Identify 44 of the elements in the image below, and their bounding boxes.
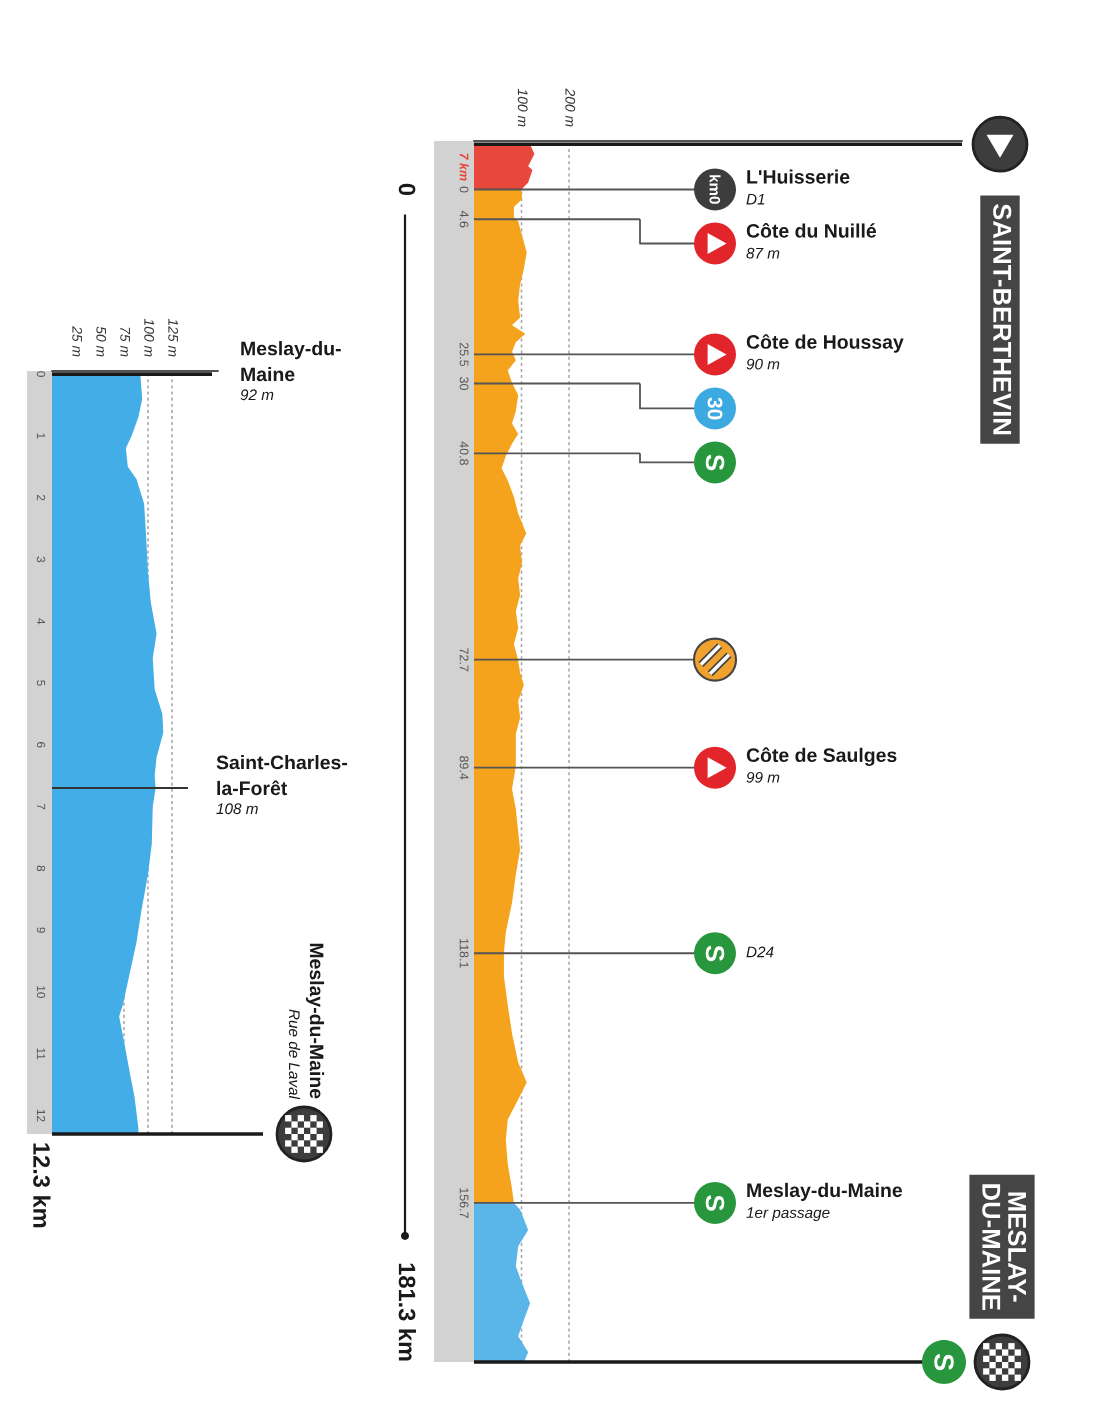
ref-line-label: Meslay-du-Maine 1er passage bbox=[746, 1182, 902, 1222]
ref-line-label: SAINT-BERTHEVIN bbox=[993, 203, 1012, 435]
x-tick-label: 75 m bbox=[120, 327, 130, 357]
y-tick-label: 25.5 bbox=[459, 342, 469, 367]
x-tick-label: 100 m bbox=[144, 318, 155, 357]
ref-line-label: MESLAY- DU-MAINE bbox=[982, 1184, 1027, 1310]
x-tick-label: 50 m bbox=[96, 326, 107, 357]
text: 0 bbox=[398, 183, 416, 196]
y-tick-label: 7 bbox=[36, 803, 46, 810]
y-tick-label: 0 bbox=[36, 371, 46, 377]
legend-label: Côte du Nuillé 87 m bbox=[746, 223, 877, 259]
text: 12.3 km bbox=[33, 1143, 51, 1228]
ref-line-label: Saint-Charles- la-Forêt 108 m bbox=[216, 755, 348, 815]
text: 181.3 km bbox=[398, 1263, 417, 1361]
y-tick-label: 5 bbox=[36, 680, 46, 686]
x-tick-label: 125 m bbox=[168, 318, 179, 357]
ref-line-label: Meslay-du- Maine 92 m bbox=[240, 341, 341, 401]
ref-line-label: Meslay-du-Maine Rue de Laval bbox=[288, 943, 325, 1100]
y-tick-label: 118.1 bbox=[459, 939, 469, 968]
ref-line-label: Côte de Saulges 99 m bbox=[746, 747, 897, 783]
y-tick-label: 89.4 bbox=[459, 756, 469, 780]
y-tick-label: 8 bbox=[36, 865, 46, 872]
text: 7 km bbox=[459, 153, 469, 181]
ref-line-label: D24 bbox=[746, 946, 774, 958]
ref-line-label: L'Huisserie D1 bbox=[746, 169, 850, 205]
y-tick-label: 30 bbox=[459, 377, 469, 390]
y-tick-label: 2 bbox=[36, 494, 46, 501]
y-tick-label: 1 bbox=[36, 433, 46, 439]
x-tick-label: 100 m bbox=[517, 88, 528, 127]
y-tick-label: 12 bbox=[36, 1109, 46, 1122]
y-tick-label: 156.7 bbox=[459, 1188, 469, 1218]
y-tick-label: 3 bbox=[36, 556, 46, 563]
y-tick-label: 9 bbox=[36, 927, 46, 933]
y-tick-label: 11 bbox=[36, 1048, 46, 1060]
y-tick-label: 40.8 bbox=[459, 441, 469, 465]
y-tick-label: 4 bbox=[36, 618, 46, 625]
x-tick-label: 25 m bbox=[72, 326, 83, 357]
x-tick-label: 200 m bbox=[565, 88, 576, 127]
y-tick-label: 0 bbox=[459, 186, 469, 193]
y-tick-label: 6 bbox=[36, 742, 46, 748]
y-tick-label: 72.7 bbox=[459, 648, 469, 672]
ref-line-label: Côte de Houssay 90 m bbox=[746, 334, 904, 370]
y-tick-label: 10 bbox=[36, 986, 46, 999]
y-tick-label: 4.6 bbox=[459, 210, 469, 228]
